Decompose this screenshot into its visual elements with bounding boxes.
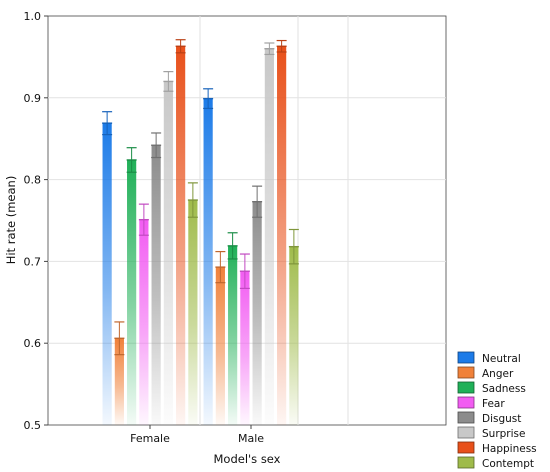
- legend-swatch: [457, 426, 475, 439]
- y-tick-label: 0.9: [24, 92, 42, 105]
- bar-surprise-female: [163, 81, 173, 425]
- legend-label: Fear: [482, 398, 505, 410]
- y-tick-label: 0.7: [24, 255, 42, 268]
- bar-anger-male: [215, 267, 225, 425]
- bar-happiness-female: [176, 46, 186, 426]
- legend: Neutral Anger Sadness Fear Disgust Surprise Ha…: [457, 351, 537, 470]
- legend-swatch: [457, 441, 475, 454]
- legend-label: Surprise: [482, 428, 525, 440]
- bar-happiness-male: [277, 46, 287, 426]
- x-tick-label: Female: [130, 432, 170, 445]
- y-tick-label: 0.8: [24, 174, 42, 187]
- y-axis-title: Hit rate (mean): [4, 176, 18, 265]
- x-axis-title: Model's sex: [213, 452, 280, 466]
- y-axis-ticks: 0.5 0.6 0.7 0.8 0.9 1.0: [24, 10, 48, 432]
- bar-contempt-male: [289, 246, 299, 425]
- bar-fear-female: [139, 219, 149, 425]
- x-axis-ticks: Female Male: [130, 425, 264, 445]
- y-tick-label: 0.5: [24, 419, 42, 432]
- legend-swatch: [457, 366, 475, 379]
- bar-sadness-female: [127, 159, 137, 425]
- legend-swatch: [457, 411, 475, 424]
- legend-label: Anger: [482, 368, 514, 380]
- bar-fear-male: [240, 271, 250, 425]
- bar-sadness-male: [228, 245, 238, 425]
- bar-anger-female: [114, 338, 124, 425]
- bar-disgust-male: [252, 201, 262, 425]
- bar-neutral-male: [203, 98, 213, 426]
- legend-swatch: [457, 351, 475, 364]
- legend-swatch: [457, 456, 475, 469]
- legend-label: Happiness: [482, 443, 537, 455]
- legend-label: Contempt: [482, 458, 534, 470]
- legend-label: Sadness: [482, 383, 526, 395]
- x-tick-label: Male: [238, 432, 264, 445]
- y-tick-label: 1.0: [24, 10, 42, 23]
- bar-surprise-male: [264, 48, 274, 425]
- error-bars: [102, 39, 299, 356]
- bars: [102, 46, 299, 426]
- y-tick-label: 0.6: [24, 337, 42, 350]
- legend-swatch: [457, 381, 475, 394]
- legend-label: Disgust: [482, 413, 521, 425]
- legend-swatch: [457, 396, 475, 409]
- bar-disgust-female: [151, 145, 161, 426]
- bar-neutral-female: [102, 123, 112, 425]
- bar-contempt-female: [188, 200, 198, 425]
- legend-label: Neutral: [482, 353, 521, 365]
